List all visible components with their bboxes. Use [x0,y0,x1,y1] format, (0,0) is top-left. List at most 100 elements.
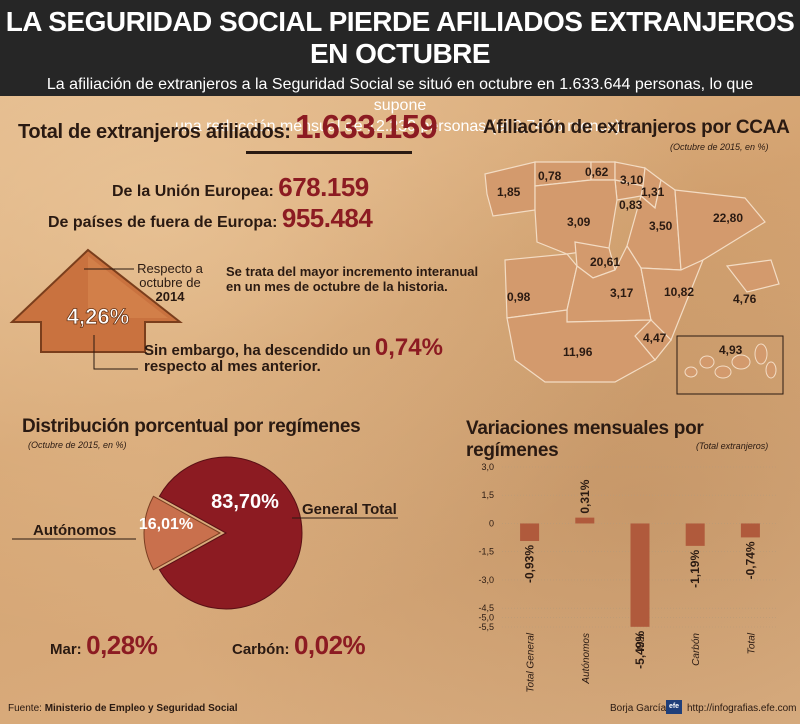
region-extremadura [504,253,578,319]
pie-note: (Octubre de 2015, en %) [28,440,127,450]
ccaa-cataluna-value: 22,80 [713,211,743,225]
source-label: Fuente: [8,703,42,714]
bar-value-label: 0,31% [578,479,592,513]
region-baleares [725,259,780,293]
ccaa-note: (Octubre de 2015, en %) [670,142,769,152]
bar [685,523,705,546]
ccaa-canarias-value: 4,93 [719,343,743,357]
region-galicia [484,161,536,217]
carbon-label: Carbón: [232,641,290,658]
arrow-value: 4,26% [67,304,129,329]
ccaa-extremadura-value: 0,98 [507,290,531,304]
total-label: Total de extranjeros afiliados: [18,121,291,143]
pie-label-autonomos: Autónomos [33,522,116,539]
ccaa-la-rioja-value: 0,83 [619,198,643,212]
monthly-decrease: Sin embargo, ha descendido un 0,74% resp… [144,336,443,375]
note-line-1: Se trata del mayor incremento interanual [226,264,479,279]
y-tick-label: -1,5 [478,547,494,557]
footer-author: Borja García [610,703,667,714]
ccaa-title: Afiliación de extranjeros por CCAA [483,117,790,138]
bar-value-label: -0,74% [743,541,757,579]
ccaa-navarra-value: 1,31 [641,185,665,199]
bar [630,523,650,627]
ccaa-cantabria-value: 0,62 [585,165,609,179]
spain-map: 1,85 0,78 0,62 3,10 1,31 0,83 3,09 3,50 … [484,161,784,395]
source-name: Ministerio de Empleo y Seguridad Social [44,703,238,714]
bar [520,523,540,541]
pie-slices [143,456,303,610]
footer-url[interactable]: http://infografias.efe.com [687,703,797,714]
pie-value-autonomos: 16,01% [139,516,193,533]
bar [740,523,760,538]
ccaa-madrid-value: 20,61 [590,255,620,269]
ccaa-valenciana-value: 10,82 [664,285,694,299]
ccaa-values: 1,85 0,78 0,62 3,10 1,31 0,83 3,09 3,50 … [497,165,757,359]
interannual-arrow: 4,26% [9,248,183,353]
bar [575,517,595,524]
pie-title: Distribución porcentual por regímenes [22,416,361,437]
mar-value: 0,28% [86,630,158,660]
y-tick-label: 1,5 [481,490,494,500]
x-tick-label: Autónomos [581,633,592,685]
ccaa-andalucia-value: 11,96 [563,345,593,359]
y-tick-label: -5,5 [478,622,494,632]
mar-share: Mar: 0,28% [50,630,158,661]
y-tick-label: -4,5 [478,603,494,613]
eu-value: 678.159 [278,172,369,202]
leader-bottom [93,335,138,370]
y-tick-label: -3,0 [478,575,494,585]
pie-value-general: 83,70% [211,491,279,513]
region-cataluna [674,189,766,271]
arrow-leaders [84,268,138,370]
ccaa-castilla-leon-value: 3,09 [567,215,591,229]
ccaa-galicia-value: 1,85 [497,185,521,199]
decrease-line-1: Sin embargo, ha descendido un [144,342,371,359]
region-andalucia [506,309,656,383]
bar-series [520,517,760,627]
interannual-note: Se trata del mayor incremento interanual… [226,264,478,294]
page-subtitle: La afiliación de extranjeros a la Seguri… [20,74,780,137]
ccaa-murcia-value: 4,47 [643,331,667,345]
ccaa-aragon-value: 3,50 [649,219,673,233]
bar-note: (Total extranjeros) [696,441,769,451]
subtitle-line-2: una reducción mensual de 12.230 personas… [174,118,626,135]
ccaa-baleares-value: 4,76 [733,292,757,306]
x-tick-label: Total General [526,632,537,692]
x-tick-label: Carbón [691,633,702,666]
arrow-highlight [88,256,168,318]
header: LA SEGURIDAD SOCIAL PIERDE AFILIADOS EXT… [0,0,800,135]
carbon-value: 0,02% [293,630,366,660]
decrease-line-2: respecto al mes anterior. [144,358,321,375]
bar-x-axis: Total General Autónomos Mar Carbón Total [526,632,758,692]
non-eu-label: De países de fuera de Europa: [48,214,278,231]
total-affiliates: Total de extranjeros afiliados: 1.633.15… [18,108,438,146]
mar-label: Mar: [50,641,82,658]
page-title: LA SEGURIDAD SOCIAL PIERDE AFILIADOS EXT… [5,6,795,69]
caption-line-2: octubre de [139,275,201,290]
bar-value-label: -1,19% [688,550,702,588]
carbon-share: Carbón: 0,02% [232,630,366,661]
interannual-caption: Respecto a octubre de 2014 [130,262,210,304]
non-eu-value: 955.484 [281,203,373,233]
y-tick-label: 3,0 [481,462,494,472]
total-value: 1.633.159 [295,108,438,145]
bar-value-labels: -0,93% 0,31% -5,49% -1,19% -0,74% [523,479,758,669]
subtitle-line-1: La afiliación de extranjeros a la Seguri… [46,76,754,114]
pie-chart: Autónomos General Total 83,70% 16,01% [12,456,398,610]
caption-year: 2014 [155,289,185,304]
non-eu-affiliates: De países de fuera de Europa: 955.484 [48,203,373,234]
bar-chart: 3,0 1,5 0 -1,5 -3,0 -4,5-5,0-5,5 -0,93% 0,31% -… [478,462,778,693]
eu-affiliates: De la Unión Europea: 678.159 [112,172,369,203]
eu-label: De la Unión Europea: [112,183,274,200]
ccaa-pais-vasco-value: 3,10 [620,173,644,187]
y-tick-label: -5,0 [478,613,494,623]
decrease-value: 0,74% [374,334,443,361]
ccaa-asturias-value: 0,78 [538,169,562,183]
x-tick-label: Total [746,632,757,654]
bar-value-label: -0,93% [523,545,537,583]
bar-y-axis: 3,0 1,5 0 -1,5 -3,0 -4,5-5,0-5,5 [478,462,494,632]
y-tick-label: 0 [489,518,494,528]
canarias-islands [684,343,777,379]
pie-slice-general [158,456,303,610]
efe-logo: efe [666,700,682,714]
